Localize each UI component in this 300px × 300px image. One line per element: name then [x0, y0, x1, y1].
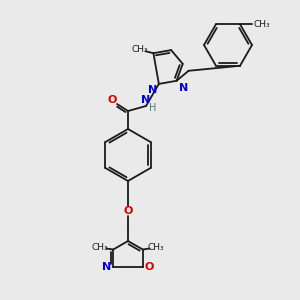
- Text: N: N: [178, 83, 188, 93]
- Text: O: O: [145, 262, 154, 272]
- Text: H: H: [149, 103, 157, 113]
- Text: N: N: [141, 95, 151, 105]
- Text: O: O: [123, 206, 133, 216]
- Text: CH₃: CH₃: [147, 243, 164, 252]
- Text: N: N: [148, 85, 157, 95]
- Text: N: N: [102, 262, 111, 272]
- Text: CH₃: CH₃: [92, 243, 109, 252]
- Text: CH₃: CH₃: [254, 20, 271, 29]
- Text: CH₃: CH₃: [131, 45, 148, 54]
- Text: O: O: [107, 95, 117, 105]
